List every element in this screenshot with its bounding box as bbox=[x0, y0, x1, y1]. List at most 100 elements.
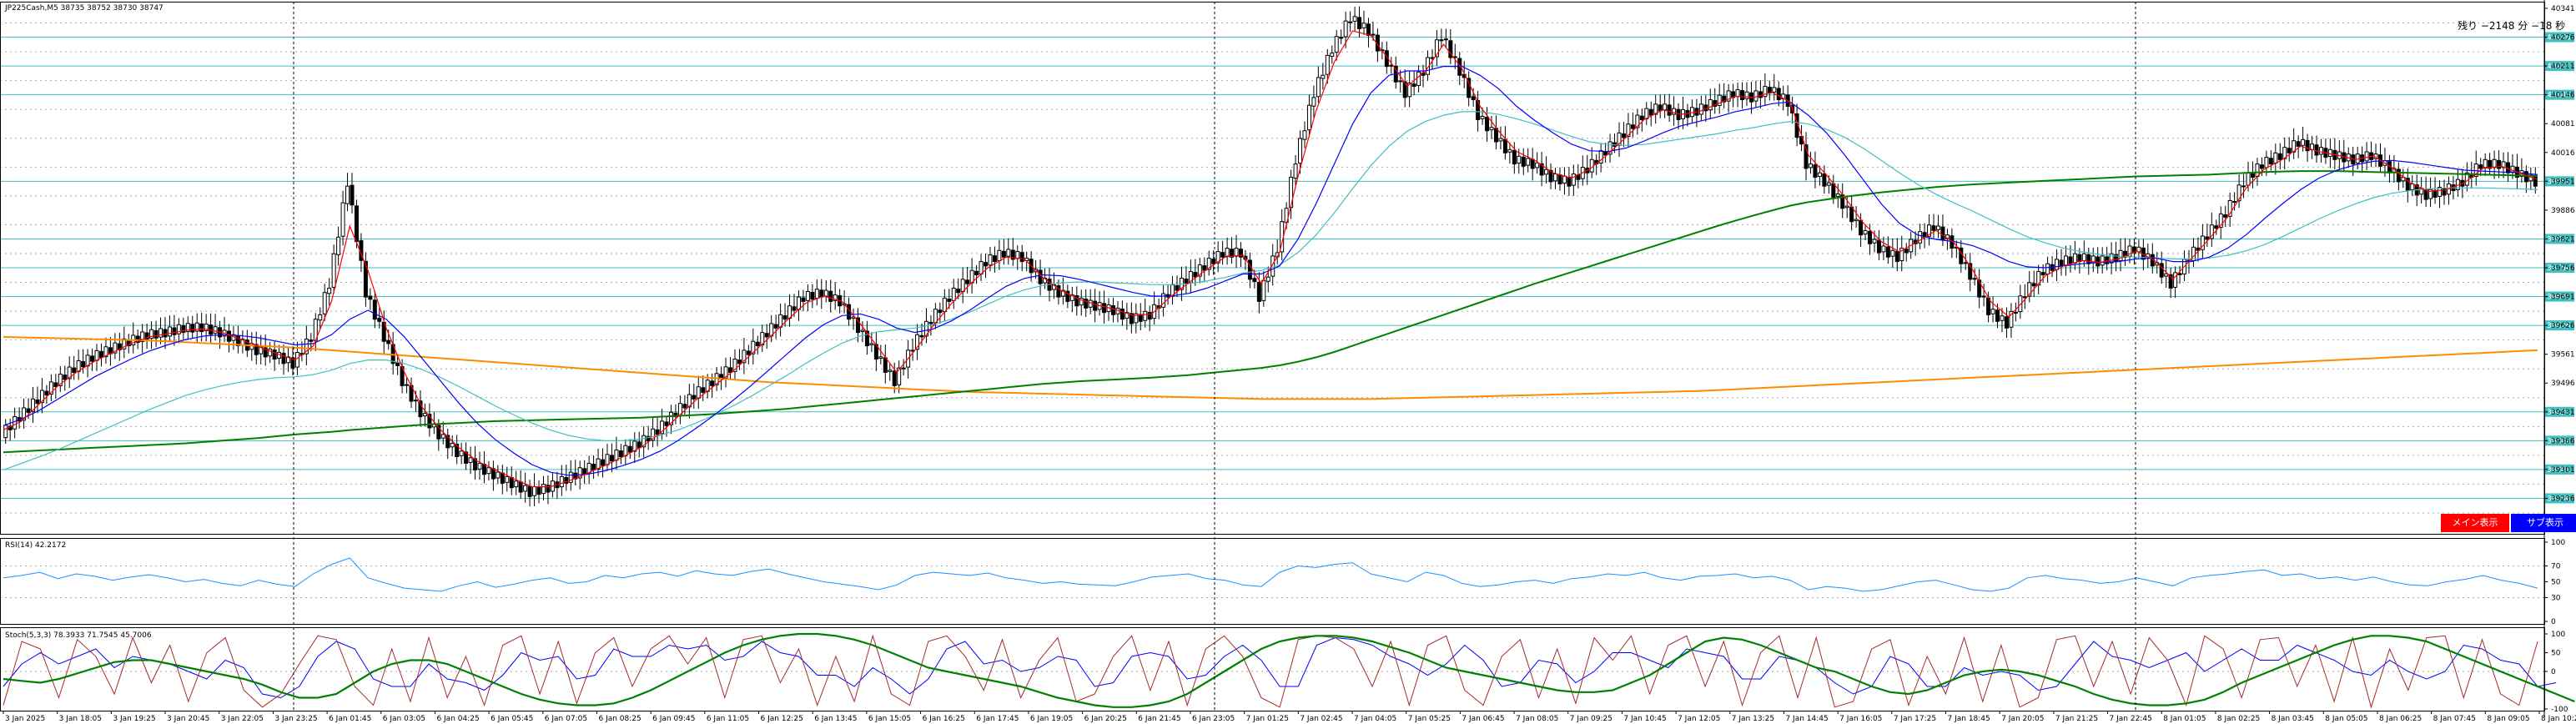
main-display-button[interactable]: メイン表示 bbox=[2441, 514, 2509, 532]
candle-down bbox=[1940, 226, 1945, 240]
candle-up bbox=[318, 314, 323, 321]
candle-up bbox=[1672, 108, 1677, 115]
time-tick-label: 7 Jan 10:45 bbox=[1623, 715, 1666, 723]
stochastic-panel[interactable] bbox=[0, 632, 2575, 709]
candle-up bbox=[1293, 163, 1298, 179]
candle-up bbox=[3, 425, 8, 439]
rsi-line bbox=[3, 557, 2538, 592]
candle-up bbox=[2428, 189, 2433, 199]
candle-up bbox=[1161, 293, 1166, 308]
candle-down bbox=[464, 451, 469, 464]
candle-up bbox=[951, 287, 956, 301]
time-tick-label: 7 Jan 13:25 bbox=[1732, 715, 1774, 723]
candle-down bbox=[1411, 83, 1416, 88]
candle-up bbox=[732, 359, 737, 372]
candle-up bbox=[1489, 127, 1494, 131]
level-tag-text: 40146 bbox=[2547, 92, 2571, 100]
candle-down bbox=[2250, 173, 2255, 178]
candle-up bbox=[1407, 83, 1412, 98]
candle-down bbox=[1813, 164, 1818, 178]
candle-down bbox=[2105, 256, 2110, 264]
price-panel[interactable]: 40276 40211 40146 39951 39821 39756 39691 39626… bbox=[0, 6, 2574, 514]
level-tag bbox=[2544, 464, 2574, 475]
candle-down bbox=[98, 350, 103, 359]
time-tick-label: 6 Jan 19:05 bbox=[1030, 715, 1073, 723]
time-tick-label: 8 Jan 06:25 bbox=[2379, 715, 2422, 723]
candle-down bbox=[1722, 95, 1727, 103]
candle-up bbox=[2081, 253, 2086, 261]
candle-up bbox=[1698, 103, 1703, 115]
candle-down bbox=[1548, 169, 1553, 183]
candle-up bbox=[1434, 39, 1439, 58]
candle-down bbox=[481, 464, 486, 475]
candle-up bbox=[1298, 138, 1303, 164]
time-tick-label: 3 Jan 23:25 bbox=[274, 715, 317, 723]
candle-up bbox=[331, 253, 336, 288]
candle-up bbox=[450, 443, 455, 448]
candle-down bbox=[436, 425, 441, 440]
candle-down bbox=[1894, 250, 1899, 263]
level-tag bbox=[2544, 291, 2574, 302]
candle-down bbox=[386, 339, 391, 344]
stoch-d-line bbox=[3, 636, 2557, 699]
price-tick-label: 39366 bbox=[2551, 437, 2575, 445]
candle-up bbox=[268, 349, 273, 357]
candle-down bbox=[1493, 128, 1498, 143]
time-tick-label: 8 Jan 07:45 bbox=[2433, 715, 2476, 723]
candle-down bbox=[1485, 117, 1490, 132]
level-tag bbox=[2544, 89, 2574, 100]
time-tick-label: 6 Jan 23:05 bbox=[1192, 715, 1235, 723]
rsi-panel[interactable] bbox=[0, 557, 2544, 598]
candle-down bbox=[564, 476, 569, 484]
level-tag-text: 40211 bbox=[2547, 63, 2571, 71]
candle-down bbox=[755, 341, 760, 347]
candle-down bbox=[2241, 185, 2246, 188]
level-tag bbox=[2544, 32, 2574, 43]
candle-down bbox=[2177, 273, 2182, 276]
candle-down bbox=[290, 357, 295, 369]
price-tick-label: 39886 bbox=[2551, 207, 2575, 215]
time-tick-label: 7 Jan 17:25 bbox=[1894, 715, 1936, 723]
ma-200-line bbox=[3, 170, 2538, 454]
level-tag-text: 39691 bbox=[2547, 294, 2571, 302]
candle-down bbox=[44, 390, 49, 396]
sub-display-button[interactable]: サブ表示 bbox=[2511, 514, 2576, 532]
time-tick-label: 6 Jan 08:25 bbox=[598, 715, 641, 723]
candle-up bbox=[915, 334, 920, 350]
candle-up bbox=[2045, 263, 2050, 274]
time-tick-label: 6 Jan 09:45 bbox=[652, 715, 695, 723]
candle-down bbox=[427, 414, 432, 429]
candle-down bbox=[782, 314, 787, 320]
candle-up bbox=[2127, 245, 2132, 257]
candle-up bbox=[696, 386, 701, 399]
candle-up bbox=[122, 338, 127, 349]
candle-up bbox=[1325, 54, 1330, 75]
candle-down bbox=[1758, 91, 1763, 98]
candle-up bbox=[1927, 224, 1932, 237]
time-tick-label: 6 Jan 03:05 bbox=[383, 715, 425, 723]
candle-up bbox=[514, 480, 519, 488]
level-tag bbox=[2544, 61, 2574, 72]
time-tick-label: 6 Jan 05:45 bbox=[491, 715, 533, 723]
candle-up bbox=[1439, 39, 1444, 42]
candle-up bbox=[1498, 138, 1503, 142]
candle-up bbox=[1361, 23, 1366, 28]
candle-up bbox=[1881, 245, 1886, 253]
price-tick-label: 39626 bbox=[2551, 322, 2575, 330]
candle-down bbox=[1667, 104, 1672, 116]
candle-down bbox=[1859, 219, 1864, 236]
level-tag bbox=[2544, 493, 2574, 504]
candle-down bbox=[1202, 265, 1207, 271]
candle-up bbox=[2027, 282, 2032, 297]
candle-down bbox=[1175, 285, 1180, 291]
level-tag-text: 39366 bbox=[2547, 437, 2571, 445]
candle-up bbox=[496, 471, 501, 479]
price-tick-label: 39561 bbox=[2551, 351, 2575, 359]
time-tick-label: 8 Jan 05:05 bbox=[2325, 715, 2367, 723]
candle-up bbox=[1763, 86, 1768, 98]
time-tick-label: 8 Jan 02:25 bbox=[2217, 715, 2260, 723]
candle-down bbox=[601, 459, 606, 466]
candle-down bbox=[1448, 40, 1453, 58]
